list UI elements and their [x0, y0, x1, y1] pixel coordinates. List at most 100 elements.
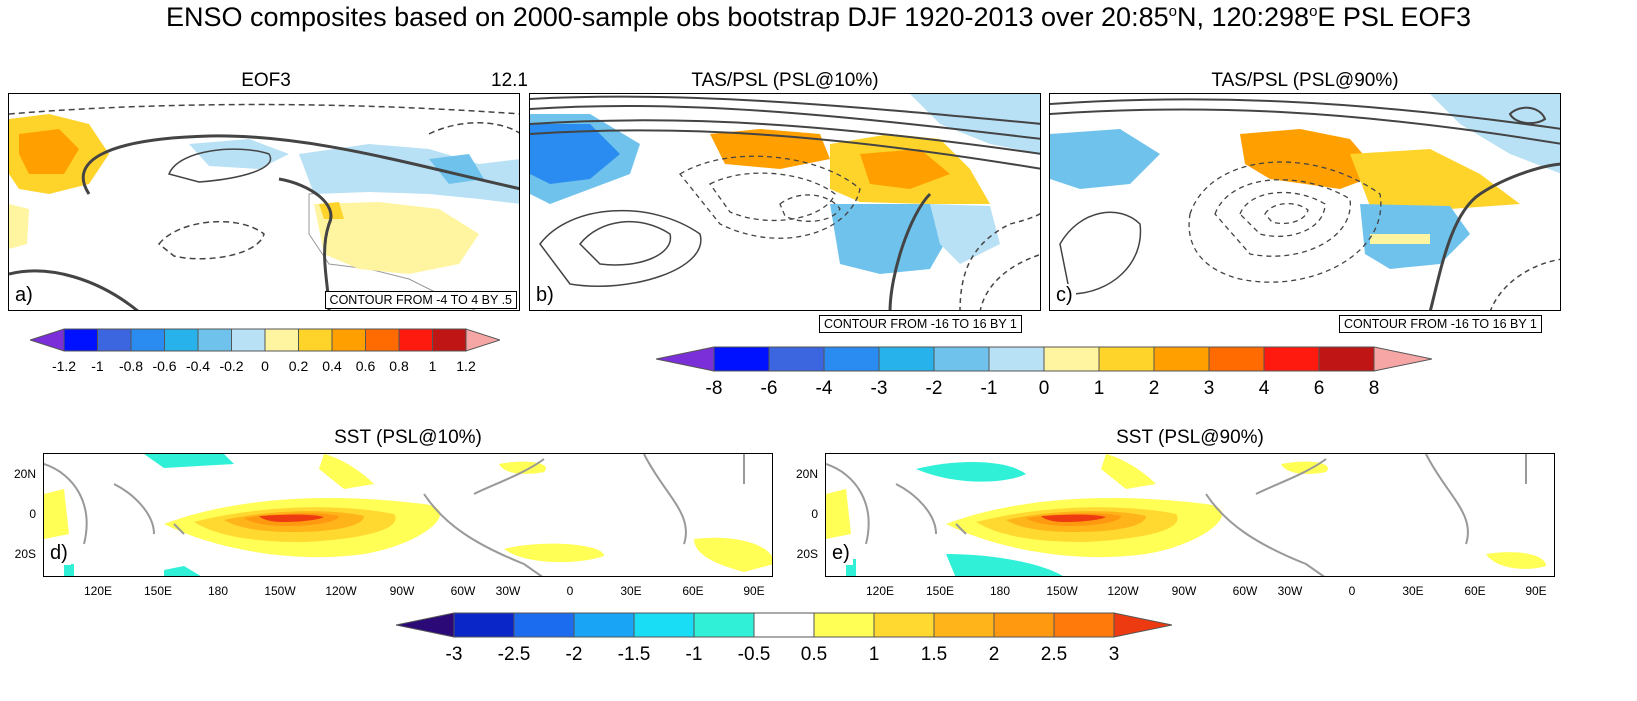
x-tick-label: 90W	[389, 584, 415, 598]
tas-colorbar-high-triangle	[1373, 346, 1432, 372]
panel-c-map: c)	[1049, 93, 1561, 311]
eof-colorbar-label: 1	[428, 358, 437, 374]
sst-colorbar-swatch	[873, 612, 935, 638]
x-tick-label: 30E	[1402, 584, 1424, 598]
y-tick-label: 20S	[796, 547, 818, 561]
panel-d-map: d)	[43, 453, 773, 577]
sst-colorbar-label: 1.5	[920, 644, 948, 665]
sst-colorbar-label: 0.5	[800, 644, 828, 665]
tas-colorbar-label: 1	[1093, 378, 1105, 399]
eof-colorbar-swatch	[331, 328, 366, 352]
sst-colorbar-label: -1	[685, 644, 703, 665]
sst-colorbar-swatches	[396, 612, 1172, 638]
eof-colorbar-swatch	[130, 328, 165, 352]
eof-colorbar-label: 0.8	[389, 358, 409, 374]
tas-colorbar-label: 8	[1368, 378, 1380, 399]
x-tick-label: 60W	[1232, 584, 1258, 598]
sst-colorbar: -3 -2.5 -2 -1.5 -1 -0.5 0.5 1 1.5 2 2.5 3	[396, 612, 1172, 668]
y-tick-label: 0	[811, 507, 818, 521]
sst-colorbar-label: -2.5	[497, 644, 531, 665]
panel-e-title: SST (PSL@90%)	[1116, 427, 1264, 448]
x-tick-label: 120E	[865, 584, 895, 598]
sst-colorbar-label: -1.5	[617, 644, 651, 665]
sst-colorbar-label: -2	[565, 644, 583, 665]
panel-b-contour-info: CONTOUR FROM -16 TO 16 BY 1	[819, 315, 1022, 333]
y-tick-label: 20N	[795, 467, 818, 481]
panel-a-label: a)	[12, 284, 36, 307]
panel-d-label: d)	[47, 542, 71, 565]
panel-e-label: e)	[829, 542, 853, 565]
x-tick-label: 90E	[1525, 584, 1547, 598]
panel-c-title: TAS/PSL (PSL@90%)	[1211, 70, 1399, 91]
panel-b-map: b)	[529, 93, 1041, 311]
x-tick-label: 30W	[1277, 584, 1303, 598]
x-tick-label: 30W	[495, 584, 521, 598]
eof-colorbar-label: -0.4	[185, 358, 211, 374]
x-tick-label: 60E	[1464, 584, 1486, 598]
y-tick-label: 20S	[14, 547, 36, 561]
x-tick-label: 180	[207, 584, 229, 598]
panel-e-map: e)	[825, 453, 1555, 577]
sst-colorbar-swatch	[993, 612, 1055, 638]
tas-colorbar-swatch	[988, 346, 1045, 372]
tas-colorbar-label: -4	[815, 378, 833, 399]
eof-colorbar-labels: -1.2 -1 -0.8 -0.6 -0.4 -0.2 0 0.2 0.4 0.6 0.8 1 1.2	[30, 358, 500, 376]
sst-colorbar-label: 2	[988, 644, 1000, 665]
eof-colorbar-label: 0.4	[322, 358, 342, 374]
x-tick-label: 60E	[682, 584, 704, 598]
tas-colorbar-swatch	[933, 346, 990, 372]
eof-colorbar-swatch	[231, 328, 266, 352]
sst-colorbar-swatch	[513, 612, 575, 638]
x-tick-label: 30E	[620, 584, 642, 598]
eof-colorbar-swatch	[97, 328, 132, 352]
eof-colorbar: -1.2 -1 -0.8 -0.6 -0.4 -0.2 0 0.2 0.4 0.6 0.8 1 1.2	[30, 328, 500, 378]
tas-colorbar-label: -1	[980, 378, 998, 399]
eof-colorbar-swatch	[398, 328, 433, 352]
x-tick-label: 60W	[450, 584, 476, 598]
tas-colorbar-swatch	[768, 346, 825, 372]
tas-colorbar-swatch	[1318, 346, 1375, 372]
panel-b-label: b)	[533, 284, 557, 307]
panel-e-y-axis: 20N 0 20S	[782, 453, 822, 577]
panel-a-map: a) CONTOUR FROM -4 TO 4 BY .5	[8, 93, 520, 311]
eof-colorbar-swatch	[164, 328, 199, 352]
sst-colorbar-low-triangle	[396, 612, 455, 638]
panel-a-contour-info: CONTOUR FROM -4 TO 4 BY .5	[324, 291, 517, 309]
x-tick-label: 0	[1348, 584, 1356, 598]
panel-a-title: EOF3	[241, 70, 291, 91]
x-tick-label: 120E	[83, 584, 113, 598]
sst-colorbar-label: 2.5	[1040, 644, 1068, 665]
eof-colorbar-label: -0.2	[219, 358, 244, 374]
panel-d-y-axis: 20N 0 20S	[0, 453, 40, 577]
eof-colorbar-swatch	[264, 328, 299, 352]
panel-c-label: c)	[1053, 284, 1076, 307]
eof-colorbar-label: 0	[261, 358, 269, 374]
eof-colorbar-label: -1.2	[51, 358, 77, 374]
x-tick-label: 90E	[743, 584, 765, 598]
tas-colorbar-label: -8	[705, 378, 723, 399]
sst-colorbar-swatch	[933, 612, 995, 638]
tas-colorbar-labels: -8 -6 -4 -3 -2 -1 0 1 2 3 4 6 8	[656, 378, 1432, 400]
panel-d-title: SST (PSL@10%)	[334, 427, 482, 448]
sst-colorbar-swatch	[753, 612, 815, 638]
tas-colorbar-swatch	[878, 346, 935, 372]
eof-colorbar-swatch	[432, 328, 467, 352]
x-tick-label: 150W	[264, 584, 296, 598]
eof-colorbar-label: -1	[91, 358, 104, 374]
x-tick-label: 120W	[325, 584, 357, 598]
y-tick-label: 20N	[13, 467, 36, 481]
tas-colorbar-swatch	[1153, 346, 1210, 372]
x-tick-label: 90W	[1171, 584, 1197, 598]
sst-colorbar-label: -0.5	[737, 644, 771, 665]
panel-d-x-axis: 120E 150E 180 150W 120W 90W 60W 30W 0 30E 60E 90E	[43, 584, 773, 602]
tas-colorbar-swatches	[656, 346, 1432, 372]
x-tick-label: 150E	[143, 584, 173, 598]
figure-title: ENSO composites based on 2000-sample obs…	[166, 2, 1471, 32]
eof-colorbar-label: 0.6	[355, 358, 376, 374]
eof-colorbar-low-triangle	[30, 328, 65, 352]
x-tick-label: 0	[566, 584, 574, 598]
sst-colorbar-label: -3	[445, 644, 463, 665]
eof-colorbar-label: -0.6	[152, 358, 177, 374]
tas-colorbar-swatch	[1263, 346, 1320, 372]
panel-c-contour-info: CONTOUR FROM -16 TO 16 BY 1	[1339, 315, 1542, 333]
